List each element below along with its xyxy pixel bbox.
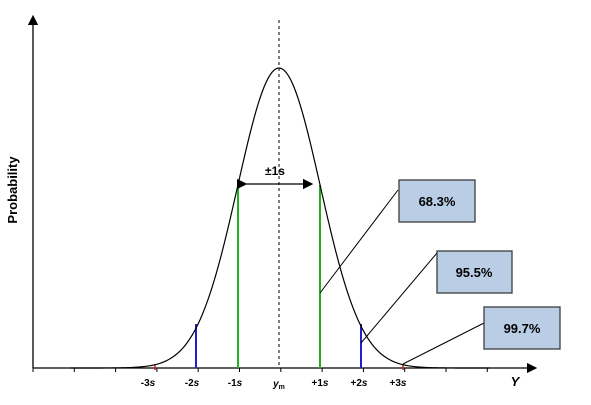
tick-minus-two-sigma: -2s xyxy=(185,378,200,389)
bell-curve xyxy=(70,67,490,369)
tick-mean: ym xyxy=(272,379,285,391)
one-sigma-span-label: ±1s xyxy=(265,164,285,178)
two-sigma-leader xyxy=(360,252,438,344)
x-axis-title: Y xyxy=(511,374,521,389)
svg-text:99.7%: 99.7% xyxy=(504,321,541,336)
svg-text:95.5%: 95.5% xyxy=(456,265,493,280)
tick-plus-one-sigma: +1s xyxy=(312,378,329,389)
x-axis-minor-ticks xyxy=(32,368,488,372)
tick-minus-one-sigma: -1s xyxy=(228,378,243,389)
svg-text:68.3%: 68.3% xyxy=(419,194,456,209)
one-sigma-leader xyxy=(319,189,399,294)
callout-three-sigma: 99.7% xyxy=(483,306,561,350)
callout-two-sigma: 95.5% xyxy=(436,250,513,294)
tick-plus-three-sigma: +3s xyxy=(390,378,407,389)
three-sigma-leader xyxy=(402,322,485,365)
y-axis-title: Probability xyxy=(5,156,20,224)
tick-plus-two-sigma: +2s xyxy=(351,378,368,389)
callout-one-sigma: 68.3% xyxy=(398,179,476,223)
tick-minus-three-sigma: -3s xyxy=(141,378,156,389)
